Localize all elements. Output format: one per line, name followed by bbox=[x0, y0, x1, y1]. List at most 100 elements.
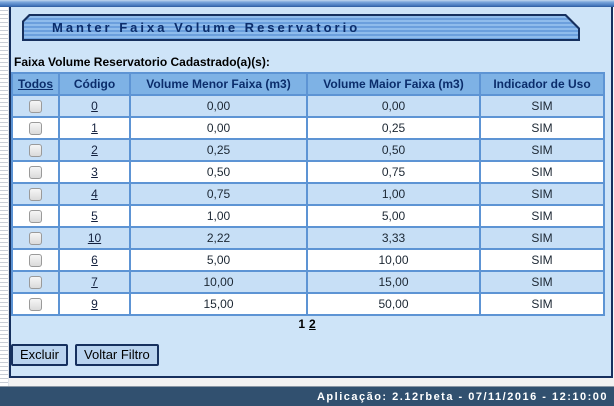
table-row: 10 2,22 3,33 SIM bbox=[11, 226, 605, 250]
indicador-uso-cell: SIM bbox=[479, 270, 605, 294]
checkbox-cell bbox=[11, 204, 60, 228]
code-cell: 0 bbox=[58, 94, 131, 118]
table-row: 3 0,50 0,75 SIM bbox=[11, 160, 605, 184]
checkbox-cell bbox=[11, 160, 60, 184]
checkbox-cell bbox=[11, 226, 60, 250]
title-bar-stripes: Manter Faixa Volume Reservatorio bbox=[24, 16, 578, 39]
volume-maior-cell: 50,00 bbox=[306, 292, 481, 316]
row-checkbox[interactable] bbox=[29, 254, 42, 268]
code-cell: 10 bbox=[58, 226, 131, 250]
title-bar: Manter Faixa Volume Reservatorio bbox=[22, 14, 580, 41]
code-cell: 9 bbox=[58, 292, 131, 316]
row-checkbox[interactable] bbox=[29, 100, 42, 114]
row-checkbox[interactable] bbox=[29, 122, 42, 136]
volume-menor-cell: 1,00 bbox=[129, 204, 308, 228]
table-row: 9 15,00 50,00 SIM bbox=[11, 292, 605, 316]
volume-maior-cell: 15,00 bbox=[306, 270, 481, 294]
indicador-uso-cell: SIM bbox=[479, 292, 605, 316]
button-row: Excluir Voltar Filtro bbox=[11, 344, 159, 366]
page-link[interactable]: 2 bbox=[309, 317, 316, 331]
row-checkbox[interactable] bbox=[29, 232, 42, 246]
volume-maior-cell: 5,00 bbox=[306, 204, 481, 228]
select-all-link[interactable]: Todos bbox=[17, 77, 54, 91]
volume-menor-cell: 0,75 bbox=[129, 182, 308, 206]
code-link[interactable]: 0 bbox=[91, 99, 98, 113]
volume-menor-cell: 0,00 bbox=[129, 116, 308, 140]
code-cell: 6 bbox=[58, 248, 131, 272]
row-checkbox[interactable] bbox=[29, 276, 42, 290]
code-link[interactable]: 5 bbox=[91, 209, 98, 223]
code-cell: 5 bbox=[58, 204, 131, 228]
table-row: 7 10,00 15,00 SIM bbox=[11, 270, 605, 294]
checkbox-cell bbox=[11, 94, 60, 118]
volume-menor-cell: 10,00 bbox=[129, 270, 308, 294]
table-header-row: Todos Código Volume Menor Faixa (m3) Vol… bbox=[11, 72, 605, 96]
table-row: 5 1,00 5,00 SIM bbox=[11, 204, 605, 228]
excluir-button[interactable]: Excluir bbox=[11, 344, 69, 366]
row-checkbox[interactable] bbox=[29, 144, 42, 158]
code-cell: 4 bbox=[58, 182, 131, 206]
volume-maior-cell: 3,33 bbox=[306, 226, 481, 250]
indicador-uso-cell: SIM bbox=[479, 116, 605, 140]
code-link[interactable]: 3 bbox=[91, 165, 98, 179]
indicador-uso-cell: SIM bbox=[479, 160, 605, 184]
application-version-text: Aplicação: 2.12rbeta - 07/11/2016 - 12:1… bbox=[316, 390, 608, 403]
volume-maior-cell: 0,00 bbox=[306, 94, 481, 118]
content-footer-gap bbox=[9, 378, 614, 386]
row-checkbox[interactable] bbox=[29, 210, 42, 224]
checkbox-cell bbox=[11, 182, 60, 206]
row-checkbox[interactable] bbox=[29, 166, 42, 180]
header-todos: Todos bbox=[11, 72, 60, 96]
code-cell: 3 bbox=[58, 160, 131, 184]
section-label: Faixa Volume Reservatorio Cadastrado(a)(… bbox=[14, 55, 270, 69]
table-row: 0 0,00 0,00 SIM bbox=[11, 94, 605, 118]
page-current: 1 bbox=[298, 317, 305, 331]
table-row: 6 5,00 10,00 SIM bbox=[11, 248, 605, 272]
indicador-uso-cell: SIM bbox=[479, 248, 605, 272]
code-cell: 2 bbox=[58, 138, 131, 162]
checkbox-cell bbox=[11, 138, 60, 162]
code-link[interactable]: 1 bbox=[91, 121, 98, 135]
header-volume-menor: Volume Menor Faixa (m3) bbox=[129, 72, 308, 96]
table-row: 1 0,00 0,25 SIM bbox=[11, 116, 605, 140]
volume-maior-cell: 0,25 bbox=[306, 116, 481, 140]
code-link[interactable]: 4 bbox=[91, 187, 98, 201]
code-link[interactable]: 7 bbox=[91, 275, 98, 289]
indicador-uso-cell: SIM bbox=[479, 182, 605, 206]
indicador-uso-cell: SIM bbox=[479, 94, 605, 118]
code-link[interactable]: 10 bbox=[87, 231, 102, 245]
checkbox-cell bbox=[11, 116, 60, 140]
footer-bar: Aplicação: 2.12rbeta - 07/11/2016 - 12:1… bbox=[0, 386, 614, 406]
code-cell: 7 bbox=[58, 270, 131, 294]
volume-maior-cell: 0,50 bbox=[306, 138, 481, 162]
checkbox-cell bbox=[11, 248, 60, 272]
volume-menor-cell: 0,50 bbox=[129, 160, 308, 184]
page-title: Manter Faixa Volume Reservatorio bbox=[52, 20, 361, 35]
code-link[interactable]: 9 bbox=[91, 297, 98, 311]
code-link[interactable]: 2 bbox=[91, 143, 98, 157]
voltar-filtro-button[interactable]: Voltar Filtro bbox=[75, 344, 159, 366]
checkbox-cell bbox=[11, 292, 60, 316]
code-link[interactable]: 6 bbox=[91, 253, 98, 267]
faixa-volume-table: Todos Código Volume Menor Faixa (m3) Vol… bbox=[11, 72, 605, 316]
volume-maior-cell: 1,00 bbox=[306, 182, 481, 206]
header-volume-maior: Volume Maior Faixa (m3) bbox=[306, 72, 481, 96]
volume-maior-cell: 10,00 bbox=[306, 248, 481, 272]
table-row: 2 0,25 0,50 SIM bbox=[11, 138, 605, 162]
left-ruled-strip bbox=[0, 7, 9, 386]
volume-menor-cell: 0,25 bbox=[129, 138, 308, 162]
content-panel: Manter Faixa Volume Reservatorio Faixa V… bbox=[9, 7, 613, 378]
indicador-uso-cell: SIM bbox=[479, 204, 605, 228]
row-checkbox[interactable] bbox=[29, 188, 42, 202]
checkbox-cell bbox=[11, 270, 60, 294]
row-checkbox[interactable] bbox=[29, 298, 42, 312]
volume-menor-cell: 5,00 bbox=[129, 248, 308, 272]
volume-menor-cell: 0,00 bbox=[129, 94, 308, 118]
indicador-uso-cell: SIM bbox=[479, 138, 605, 162]
top-blue-bar bbox=[0, 0, 614, 7]
volume-menor-cell: 2,22 bbox=[129, 226, 308, 250]
table-row: 4 0,75 1,00 SIM bbox=[11, 182, 605, 206]
header-indicador-uso: Indicador de Uso bbox=[479, 72, 605, 96]
